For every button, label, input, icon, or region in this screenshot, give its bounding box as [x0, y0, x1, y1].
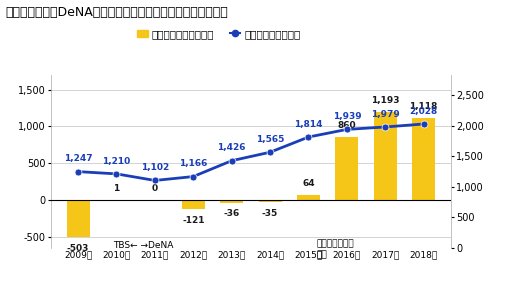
Bar: [67, 200, 90, 237]
Text: 1,814: 1,814: [294, 120, 323, 129]
Text: -36: -36: [224, 209, 240, 219]
Text: 64: 64: [302, 179, 315, 188]
Bar: [297, 195, 320, 200]
Text: 1,426: 1,426: [218, 143, 246, 152]
Bar: [412, 118, 435, 200]
Text: 1,118: 1,118: [410, 102, 438, 111]
Text: -121: -121: [182, 216, 204, 225]
Text: -503: -503: [67, 244, 89, 253]
Text: 1,979: 1,979: [371, 110, 400, 119]
Text: 1,193: 1,193: [371, 96, 399, 105]
Bar: [259, 200, 282, 202]
Text: 1,565: 1,565: [256, 135, 284, 144]
Text: 1: 1: [113, 184, 120, 193]
Text: 860: 860: [337, 121, 356, 130]
Text: 横浜スタジアム
買収: 横浜スタジアム 買収: [316, 240, 354, 260]
Bar: [335, 137, 358, 200]
Text: 1,166: 1,166: [179, 159, 207, 168]
Bar: [182, 200, 205, 209]
Bar: [220, 200, 243, 202]
Text: TBS← →DeNA: TBS← →DeNA: [113, 241, 173, 250]
Text: -35: -35: [262, 209, 278, 218]
Text: 1,210: 1,210: [102, 157, 131, 166]
Text: 1,247: 1,247: [64, 154, 92, 163]
Text: 1,102: 1,102: [141, 163, 169, 172]
Legend: 当期純損益（百万円）, 観客動員数（千人）: 当期純損益（百万円）, 観客動員数（千人）: [133, 25, 305, 43]
Text: 1,939: 1,939: [333, 112, 361, 121]
Text: 2,028: 2,028: [410, 107, 438, 116]
Text: 株式会社横浜（DeNA）ベイスターズの利益と観客動員数推移: 株式会社横浜（DeNA）ベイスターズの利益と観客動員数推移: [5, 6, 228, 19]
Bar: [374, 112, 397, 200]
Text: 0: 0: [152, 184, 158, 193]
